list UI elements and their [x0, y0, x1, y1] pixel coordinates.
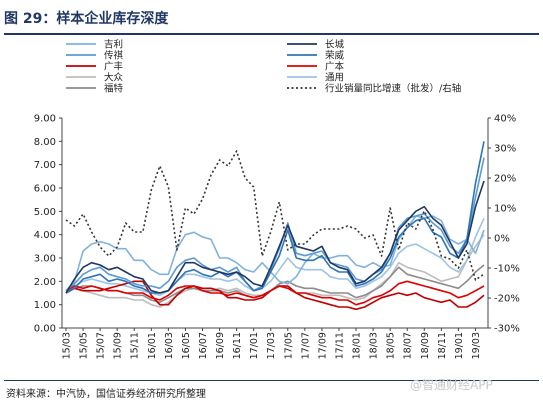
series-line: [65, 141, 485, 294]
right-tick-label: -10%: [494, 264, 520, 275]
x-tick-label: 15/05: [79, 332, 90, 359]
legend-label: 吉利: [104, 39, 123, 51]
x-tick-label: 17/11: [334, 332, 345, 359]
right-tick-label: -20%: [494, 294, 520, 305]
right-axis-ticks: -30% -20% -10% 0% 10% 20% 30% 40%: [488, 114, 520, 335]
chart-axes: [61, 118, 489, 329]
legend-label: 荣威: [325, 50, 345, 62]
x-tick-label: 18/03: [369, 332, 380, 359]
x-tick-label: 19/03: [471, 332, 482, 359]
left-tick-label: 9.00: [34, 114, 56, 125]
left-tick-label: 8.00: [34, 137, 56, 148]
x-tick-label: 17/05: [283, 332, 294, 359]
x-tick-label: 16/11: [232, 332, 243, 359]
x-tick-label: 18/11: [437, 332, 448, 359]
x-tick-label: 19/01: [454, 332, 465, 359]
x-tick-label: 16/07: [198, 332, 209, 359]
figure-header: 图 29：样本企业库存深度: [0, 0, 543, 36]
right-tick-label: 20%: [494, 174, 516, 185]
x-tick-label: 18/01: [352, 332, 363, 359]
x-tick-label: 18/05: [386, 332, 397, 359]
legend-label: 通用: [325, 73, 344, 84]
x-tick-label: 15/09: [113, 332, 124, 359]
x-tick-label: 15/07: [96, 332, 107, 359]
x-tick-label: 18/07: [403, 332, 414, 359]
series-line: [65, 150, 485, 281]
legend-label: 长城: [325, 39, 345, 51]
figure-title: 图 29：样本企业库存深度: [4, 11, 169, 27]
x-tick-label: 16/01: [147, 332, 158, 359]
left-tick-label: 4.00: [34, 230, 56, 241]
series-line: [65, 264, 485, 304]
right-tick-label: 10%: [494, 204, 516, 215]
left-tick-label: 1.00: [34, 300, 56, 311]
right-tick-label: 30%: [494, 144, 516, 155]
series-line: [65, 215, 485, 292]
series-lines: [65, 141, 485, 311]
series-line: [65, 157, 485, 292]
legend-label: 广丰: [104, 61, 123, 73]
x-tick-label: 15/03: [62, 332, 73, 359]
title-divider: [4, 33, 539, 35]
x-tick-label: 15/11: [130, 332, 141, 359]
right-tick-label: 0%: [494, 234, 510, 245]
left-tick-label: 5.00: [34, 207, 56, 218]
legend-label: 传祺: [104, 50, 124, 62]
source-note: 资料来源：中汽协，国信证券经济研究所整理: [6, 389, 206, 400]
legend-label: 大众: [104, 72, 124, 84]
legend-label: 行业销量同比增速（批发）/右轴: [325, 83, 461, 95]
series-line: [65, 280, 485, 306]
x-tick-label: 18/09: [420, 332, 431, 359]
left-tick-label: 2.00: [34, 277, 56, 288]
right-tick-label: 40%: [494, 114, 516, 125]
legend-label: 福特: [104, 83, 124, 95]
x-tick-label: 16/09: [215, 332, 226, 359]
legend-label: 广本: [325, 61, 345, 73]
x-tick-label: 17/01: [249, 332, 260, 359]
x-axis-ticks: 15/03 15/05 15/07 15/09 15/11 16/01 16/03 16/05…: [62, 328, 482, 359]
x-tick-label: 16/05: [181, 332, 192, 359]
left-tick-label: 0.00: [34, 324, 56, 335]
right-tick-label: -30%: [494, 324, 520, 335]
x-tick-label: 16/03: [164, 332, 175, 359]
watermark-text: @智通财经APP: [410, 378, 493, 392]
left-tick-label: 3.00: [34, 254, 56, 265]
x-tick-label: 17/07: [300, 332, 311, 359]
left-tick-label: 6.00: [34, 184, 56, 195]
source-divider: [4, 380, 539, 381]
x-tick-label: 17/03: [266, 332, 277, 359]
series-line: [65, 180, 485, 294]
x-tick-label: 17/09: [317, 332, 328, 359]
left-tick-label: 7.00: [34, 160, 56, 171]
left-axis-ticks: 0.00 1.00 2.00 3.00 4.00 5.00 6.00 7.00 8.00 9.00: [34, 114, 62, 335]
